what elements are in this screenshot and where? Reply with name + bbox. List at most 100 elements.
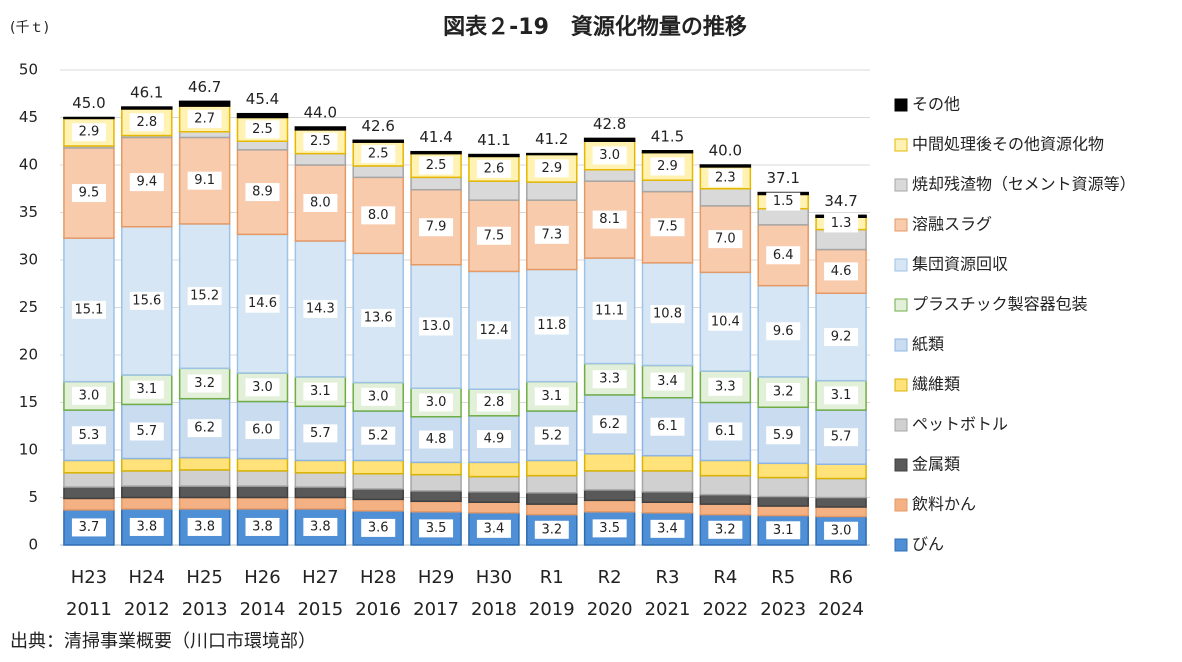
bar-segment [352, 459, 404, 475]
y-tick-label: 40 [19, 156, 38, 174]
label-bg [71, 300, 106, 319]
label-bg [303, 132, 338, 151]
data-label: 3.3 [599, 372, 620, 387]
bar-segment [757, 495, 809, 507]
bar-segment [583, 499, 636, 513]
bar-segment [583, 137, 636, 142]
bar-segment [236, 140, 289, 151]
label-bg [245, 294, 280, 313]
label-bg [245, 183, 280, 202]
bar-segment [641, 179, 694, 193]
total-label: 41.4 [419, 128, 452, 146]
data-label: 7.3 [541, 227, 562, 242]
total-label: 41.2 [535, 130, 568, 148]
data-label: 2.6 [484, 161, 505, 176]
legend-label: 繊維類 [912, 375, 960, 394]
bar-segment [178, 485, 231, 499]
x-tick-sublabel: 2022 [702, 599, 748, 620]
label-bg [419, 156, 454, 175]
data-label: 14.6 [248, 296, 277, 311]
data-label: 2.9 [657, 159, 678, 174]
data-label: 11.8 [537, 318, 566, 333]
data-label: 3.8 [136, 519, 157, 534]
total-label: 46.7 [188, 78, 221, 96]
total-label: 44.0 [304, 104, 337, 122]
legend-swatch [894, 498, 908, 512]
data-label: 3.2 [715, 522, 736, 537]
label-bg [419, 519, 454, 538]
bar-segment [468, 461, 520, 478]
data-label: 3.4 [484, 521, 505, 536]
data-label: 6.2 [599, 417, 620, 432]
bar-segment [410, 473, 462, 492]
data-label: 12.4 [479, 323, 508, 338]
bar-segment [757, 505, 809, 517]
data-label: 4.6 [831, 264, 852, 279]
label-bg [361, 206, 396, 225]
label-bg [766, 521, 801, 540]
data-label: 5.2 [541, 428, 562, 443]
data-label: 10.8 [653, 307, 682, 322]
x-tick-label: H27 [302, 567, 338, 588]
label-bg [708, 377, 743, 396]
x-tick-label: H25 [186, 567, 222, 588]
label-bg [534, 316, 569, 335]
label-bg [129, 173, 164, 192]
bar-segment [699, 459, 752, 477]
x-tick-label: H23 [71, 567, 107, 588]
data-label: 3.2 [541, 522, 562, 537]
bar-segment [583, 169, 636, 182]
label-bg [187, 419, 222, 438]
legend-label: その他 [912, 95, 960, 114]
label-bg [708, 312, 743, 331]
label-bg [303, 299, 338, 318]
y-tick-label: 5 [28, 488, 38, 506]
bar-segment [815, 506, 867, 518]
data-label: 3.3 [715, 379, 736, 394]
data-label: 3.2 [194, 376, 215, 391]
bar-segment [63, 486, 115, 500]
data-label: 6.0 [252, 423, 273, 438]
bar-segment [178, 131, 231, 139]
data-label: 2.5 [426, 158, 447, 173]
label-bg [71, 426, 106, 445]
label-bg [419, 393, 454, 412]
data-label: 5.7 [831, 430, 852, 445]
data-label: 2.5 [368, 147, 389, 162]
label-bg [245, 120, 280, 139]
x-tick-label: R3 [656, 567, 680, 588]
data-label: 14.3 [306, 301, 335, 316]
data-label: 3.2 [773, 385, 794, 400]
data-label: 5.7 [136, 424, 157, 439]
label-bg [71, 518, 106, 537]
bar-segment [178, 469, 231, 487]
label-bg [187, 171, 222, 190]
total-label: 41.1 [477, 131, 510, 149]
data-label: 3.1 [310, 384, 331, 399]
data-label: 6.2 [194, 421, 215, 436]
data-label: 2.5 [310, 134, 331, 149]
data-label: 8.9 [252, 185, 273, 200]
label-bg [534, 387, 569, 406]
label-bg [71, 386, 106, 405]
data-label: 4.8 [426, 432, 447, 447]
bar-segment [641, 491, 694, 503]
bar-segment [641, 470, 694, 493]
bar-segment [815, 496, 867, 508]
y-tick-label: 0 [28, 536, 38, 554]
label-bg [419, 218, 454, 237]
y-tick-label: 20 [19, 346, 38, 364]
legend-label: 金属類 [912, 455, 960, 474]
x-tick-sublabel: 2018 [471, 599, 517, 620]
label-bg [766, 383, 801, 402]
label-bg [476, 159, 511, 178]
legend-label: びん [912, 535, 944, 554]
x-tick-sublabel: 2016 [355, 599, 401, 620]
bar-segment [236, 485, 289, 499]
legend-swatch [894, 378, 908, 392]
bar-segment [236, 496, 289, 510]
legend-swatch [894, 138, 908, 152]
data-label: 9.6 [773, 324, 794, 339]
label-bg [650, 157, 685, 176]
